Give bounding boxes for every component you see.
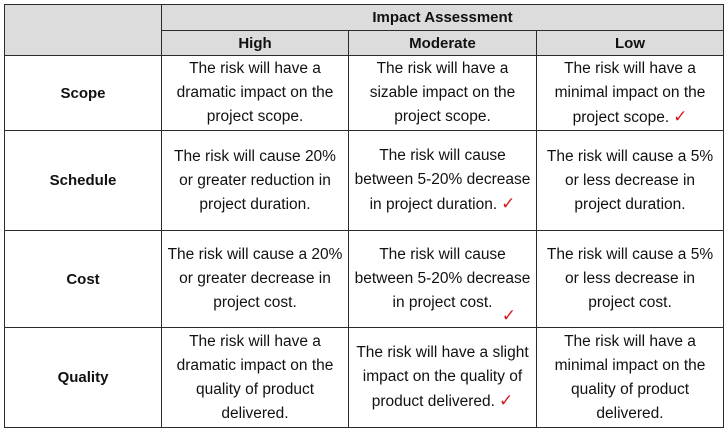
corner-cell — [4, 4, 162, 56]
checkmark-icon: ✓ — [673, 106, 688, 126]
cell-text: The risk will have a dramatic impact on … — [176, 60, 334, 125]
cell-text: The risk will cause between 5-20% decrea… — [354, 246, 531, 311]
table-row: Cost The risk will cause a 20% or greate… — [4, 230, 724, 328]
cell-text: The risk will cause between 5-20% decrea… — [354, 147, 531, 213]
cell-text: The risk will cause a 5% or less decreas… — [546, 147, 714, 213]
table-row: Scope The risk will have a dramatic impa… — [4, 55, 724, 131]
cell-scope-low: The risk will have a minimal impact on t… — [536, 55, 724, 131]
cell-quality-moderate: The risk will have a slight impact on th… — [348, 327, 537, 428]
impact-assessment-table: Impact Assessment High Moderate Low Scop… — [4, 4, 724, 428]
cell-cost-moderate: The risk will cause between 5-20% decrea… — [348, 230, 537, 328]
row-label-cost: Cost — [4, 230, 162, 328]
column-header-high: High — [161, 30, 349, 56]
cell-text: The risk will cause a 5% or less decreas… — [546, 246, 714, 311]
cell-text: The risk will have a sizable impact on t… — [369, 60, 516, 125]
cell-scope-moderate: The risk will have a sizable impact on t… — [348, 55, 537, 131]
checkmark-icon: ✓ — [501, 194, 516, 213]
cell-schedule-low: The risk will cause a 5% or less decreas… — [536, 130, 724, 231]
checkmark-icon: ✓ — [498, 391, 514, 410]
cell-schedule-moderate: The risk will cause between 5-20% decrea… — [348, 130, 537, 231]
cell-quality-high: The risk will have a dramatic impact on … — [161, 327, 349, 428]
checkmark-icon: ✓ — [501, 306, 516, 325]
row-label-quality: Quality — [4, 327, 162, 428]
cell-quality-low: The risk will have a minimal impact on t… — [536, 327, 724, 428]
cell-schedule-high: The risk will cause 20% or greater reduc… — [161, 130, 349, 231]
cell-text: The risk will have a dramatic impact on … — [176, 332, 334, 422]
cell-text: The risk will have a slight impact on th… — [356, 344, 529, 410]
cell-text: The risk will cause a 20% or greater dec… — [167, 246, 343, 311]
cell-text: The risk will cause 20% or greater reduc… — [174, 147, 336, 213]
cell-cost-low: The risk will cause a 5% or less decreas… — [536, 230, 724, 328]
column-header-low: Low — [536, 30, 724, 56]
cell-scope-high: The risk will have a dramatic impact on … — [161, 55, 349, 131]
row-label-scope: Scope — [4, 55, 162, 131]
cell-text: The risk will have a minimal impact on t… — [554, 332, 706, 422]
table-row: Quality The risk will have a dramatic im… — [4, 327, 724, 428]
cell-text: The risk will have a minimal impact on t… — [554, 59, 706, 126]
column-header-moderate: Moderate — [348, 30, 537, 56]
table-row: Schedule The risk will cause 20% or grea… — [4, 130, 724, 231]
table-title: Impact Assessment — [161, 4, 724, 31]
cell-cost-high: The risk will cause a 20% or greater dec… — [161, 230, 349, 328]
row-label-schedule: Schedule — [4, 130, 162, 231]
